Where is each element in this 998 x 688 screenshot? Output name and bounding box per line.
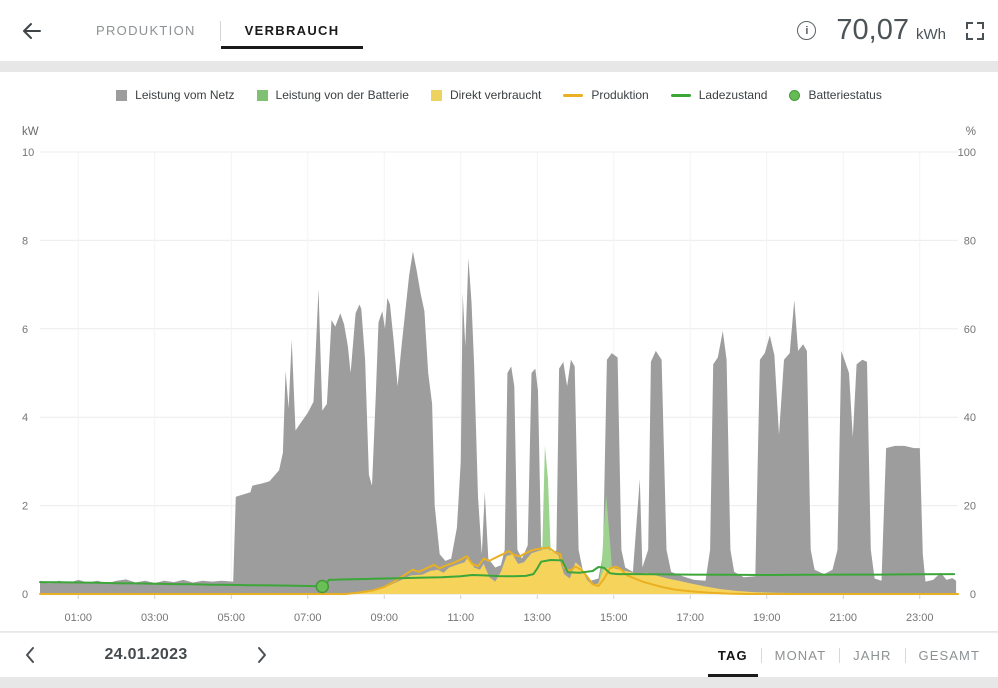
y-left-tick-label: 2 bbox=[22, 501, 28, 513]
range-tabs: TAG MONAT JAHR GESAMT bbox=[707, 647, 982, 677]
tab-produktion[interactable]: PRODUKTION bbox=[96, 23, 196, 38]
square-swatch-icon bbox=[116, 89, 128, 101]
y-left-tick-label: 4 bbox=[22, 412, 28, 424]
x-tick-label: 05:00 bbox=[217, 612, 245, 624]
fullscreen-icon[interactable] bbox=[966, 21, 984, 40]
y-right-axis-unit: % bbox=[966, 126, 976, 138]
series-area-direkt-verbraucht bbox=[40, 548, 958, 594]
x-tick-label: 07:00 bbox=[294, 612, 322, 624]
series-area-leistung-vom-netz bbox=[40, 251, 957, 594]
y-right-tick-label: 100 bbox=[958, 147, 976, 159]
legend-item-leistung-von-der-batterie[interactable]: Leistung von der Batterie bbox=[256, 88, 409, 102]
x-tick-label: 21:00 bbox=[829, 612, 857, 624]
range-tab-tag[interactable]: TAG bbox=[707, 647, 758, 677]
line-swatch-icon bbox=[670, 93, 691, 97]
legend-item-direkt-verbraucht[interactable]: Direkt verbraucht bbox=[430, 88, 542, 102]
next-day-icon[interactable] bbox=[252, 642, 272, 668]
series-line-produktion bbox=[39, 546, 959, 595]
legend-label: Produktion bbox=[591, 88, 649, 102]
chart-legend: Leistung vom Netz Leistung von der Batter… bbox=[0, 88, 998, 102]
y-right-tick-label: 60 bbox=[964, 324, 976, 336]
chart-card: Leistung vom Netz Leistung von der Batter… bbox=[0, 72, 998, 631]
y-right-tick-label: 20 bbox=[964, 501, 976, 513]
square-swatch-icon bbox=[430, 89, 442, 101]
y-left-tick-label: 0 bbox=[22, 589, 28, 601]
legend-item-ladezustand[interactable]: Ladezustand bbox=[670, 88, 768, 102]
tab-divider bbox=[219, 20, 221, 41]
legend-label: Ladezustand bbox=[698, 88, 768, 102]
x-tick-label: 23:00 bbox=[906, 612, 934, 624]
y-left-tick-label: 8 bbox=[22, 235, 28, 247]
y-right-tick-label: 0 bbox=[970, 589, 976, 601]
x-tick-label: 17:00 bbox=[676, 612, 704, 624]
date-navigation: 24.01.2023 bbox=[20, 642, 272, 668]
y-right-tick-label: 80 bbox=[964, 235, 976, 247]
x-tick-label: 13:00 bbox=[523, 612, 551, 624]
legend-label: Leistung vom Netz bbox=[135, 88, 235, 102]
legend-label: Batteriestatus bbox=[808, 88, 882, 102]
dot-swatch-icon bbox=[789, 89, 801, 101]
header-right: i 70,07 kWh bbox=[797, 0, 984, 61]
info-icon[interactable]: i bbox=[797, 21, 817, 40]
range-separator bbox=[839, 647, 841, 663]
legend-item-produktion[interactable]: Produktion bbox=[563, 88, 649, 102]
header: PRODUKTION VERBRAUCH i 70,07 kWh bbox=[0, 0, 998, 61]
series-point-batteriestatus bbox=[315, 579, 330, 594]
x-tick-label: 19:00 bbox=[753, 612, 781, 624]
x-tick-label: 01:00 bbox=[64, 612, 92, 624]
footer: 24.01.2023 TAG MONAT JAHR GESAMT bbox=[0, 632, 998, 677]
range-tab-gesamt[interactable]: GESAMT bbox=[918, 647, 980, 663]
y-left-axis-unit: kW bbox=[22, 126, 39, 138]
legend-item-leistung-vom-netz[interactable]: Leistung vom Netz bbox=[116, 88, 235, 102]
legend-item-batteriestatus[interactable]: Batteriestatus bbox=[789, 88, 882, 102]
series-line-ladezustand bbox=[39, 559, 956, 588]
total-value: 70,07 bbox=[836, 14, 909, 46]
x-tick-label: 15:00 bbox=[600, 612, 628, 624]
x-tick-label: 09:00 bbox=[370, 612, 398, 624]
header-tabs: PRODUKTION VERBRAUCH bbox=[72, 0, 364, 61]
line-swatch-icon bbox=[563, 93, 584, 97]
square-swatch-icon bbox=[256, 89, 268, 101]
range-tab-monat[interactable]: MONAT bbox=[774, 647, 827, 663]
range-separator bbox=[760, 647, 762, 663]
y-right-tick-label: 40 bbox=[964, 412, 976, 424]
previous-day-icon[interactable] bbox=[20, 642, 40, 668]
y-left-tick-label: 6 bbox=[22, 324, 28, 336]
range-separator bbox=[904, 647, 906, 663]
selected-date: 24.01.2023 bbox=[104, 646, 188, 663]
back-arrow-icon[interactable] bbox=[20, 21, 46, 41]
x-tick-label: 11:00 bbox=[447, 612, 474, 624]
total-consumption: 70,07 kWh bbox=[836, 14, 946, 47]
legend-label: Direkt verbraucht bbox=[449, 88, 542, 102]
range-tab-jahr[interactable]: JAHR bbox=[853, 647, 892, 663]
legend-label: Leistung von der Batterie bbox=[275, 88, 409, 102]
total-unit: kWh bbox=[916, 26, 946, 43]
y-left-tick-label: 10 bbox=[22, 147, 34, 159]
x-tick-label: 03:00 bbox=[141, 612, 169, 624]
tab-verbrauch[interactable]: VERBRAUCH bbox=[220, 0, 364, 61]
